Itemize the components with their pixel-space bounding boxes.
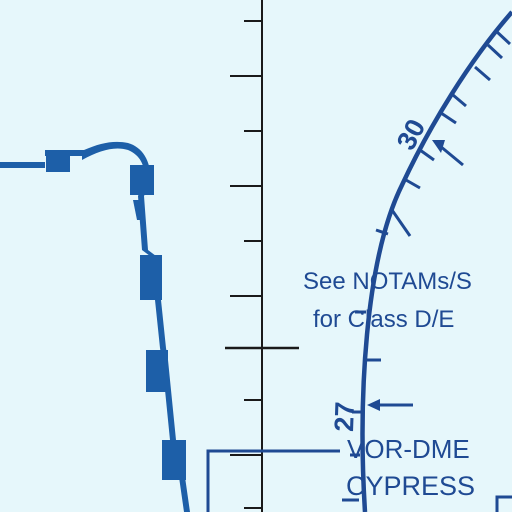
navaid-name: CYPRESS — [346, 471, 475, 501]
notam-note-line1: See NOTAMs/S — [303, 268, 472, 295]
longitude-tick-line — [225, 0, 299, 512]
compass-arrow-upper — [432, 140, 464, 167]
compass-rose — [342, 10, 512, 512]
compass-label-27: 27 — [329, 401, 360, 432]
notam-note-line2: for Class D/E — [313, 306, 454, 333]
coastline-boundary — [0, 141, 190, 512]
navaid-type: VOR-DME — [347, 434, 470, 464]
navaid-box — [206, 449, 512, 512]
compass-arrow-lower — [367, 399, 413, 411]
